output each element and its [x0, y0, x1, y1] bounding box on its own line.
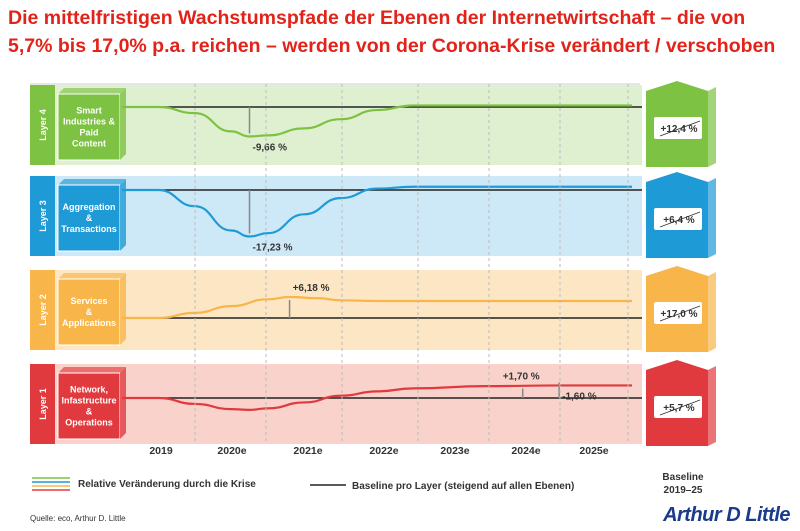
- x-tick-2020e: 2020e: [217, 445, 246, 457]
- second-label-4: +1,70 %: [503, 371, 540, 382]
- layer-box-top-1: [58, 88, 126, 94]
- layer-box-side-1: [120, 88, 126, 160]
- layer-tag-label-1: Layer 4: [38, 109, 48, 141]
- layer-box-line-2-2: &: [86, 213, 93, 223]
- layer-tag-strip-4: [30, 364, 55, 444]
- layer-box-side-3: [120, 273, 126, 345]
- baseline-badge-side-3: [708, 272, 716, 352]
- layer-box-line-1-4: Content: [72, 139, 106, 149]
- layer-box-line-3-1: Services: [70, 296, 107, 306]
- growth-arrow-1: [659, 120, 701, 137]
- layer-box-line-3-3: Applications: [62, 318, 116, 328]
- layer-box-top-2: [58, 179, 126, 185]
- peak-label-1: -9,66 %: [253, 142, 288, 153]
- baseline-growth-3: +17,0 %: [661, 309, 698, 320]
- x-tick-2019: 2019: [149, 445, 173, 457]
- layer-box-4: [57, 372, 121, 440]
- layer-band-1: [30, 85, 642, 165]
- deviation-curve-1: [122, 104, 632, 138]
- x-tick-2022e: 2022e: [369, 445, 398, 457]
- chart-title: Die mittelfristigen Wachstumspfade der E…: [8, 4, 798, 60]
- layer-box-line-4-3: &: [86, 407, 93, 417]
- layer-box-3: [57, 278, 121, 346]
- growth-arrow-2: [659, 211, 701, 228]
- legend-baseline: Baseline pro Layer (steigend auf allen E…: [352, 481, 574, 492]
- baseline-badge-side-2: [708, 178, 716, 258]
- layer-box-line-4-4: Operations: [65, 418, 113, 428]
- baseline-period-label-2: 2019–25: [664, 485, 703, 496]
- baseline-badge-side-1: [708, 87, 716, 167]
- layer-tag-strip-2: [30, 176, 55, 256]
- growth-arrow-4: [659, 399, 701, 416]
- layer-box-line-2-1: Aggregation: [63, 202, 116, 212]
- source-note: Quelle: eco, Arthur D. Little: [30, 514, 126, 523]
- layer-box-top-4: [58, 367, 126, 373]
- baseline-badge-side-4: [708, 366, 716, 446]
- peak-label-3: +6,18 %: [293, 283, 330, 294]
- layer-box-line-1-2: Industries &: [63, 117, 116, 127]
- layer-tag-label-3: Layer 2: [38, 294, 48, 326]
- baseline-period-label-1: Baseline: [662, 472, 704, 483]
- layer-tag-label-2: Layer 3: [38, 200, 48, 232]
- x-tick-2024e: 2024e: [511, 445, 540, 457]
- growth-arrow-3: [659, 305, 701, 322]
- layer-tag-label-4: Layer 1: [38, 388, 48, 420]
- title-line-1: Die mittelfristigen Wachstumspfade der E…: [8, 7, 746, 29]
- layer-box-line-4-2: Infastructure: [61, 396, 116, 406]
- title-line-2: 5,7% bis 17,0% p.a. reichen – werden von…: [8, 35, 776, 57]
- layer-box-top-3: [58, 273, 126, 279]
- brand-logo: Arthur D Little: [663, 504, 790, 526]
- layer-box-side-4: [120, 367, 126, 439]
- layer-box-line-1-1: Smart: [76, 106, 102, 116]
- layer-box-line-2-3: Transactions: [61, 224, 117, 234]
- layer-box-line-1-3: Paid: [79, 128, 98, 138]
- layer-band-4: [30, 364, 642, 444]
- baseline-growth-1: +12,4 %: [661, 124, 698, 135]
- x-tick-2021e: 2021e: [293, 445, 322, 457]
- layer-box-line-3-2: &: [86, 307, 93, 317]
- layer-band-3: [30, 270, 642, 350]
- layer-tag-strip-3: [30, 270, 55, 350]
- legend-relative-change: Relative Veränderung durch die Krise: [78, 479, 256, 490]
- layer-box-2: [57, 184, 121, 252]
- layer-box-side-2: [120, 179, 126, 251]
- layer-box-line-4-1: Network,: [70, 385, 108, 395]
- x-tick-2023e: 2023e: [440, 445, 469, 457]
- peak-label-4: -1,60 %: [562, 391, 597, 402]
- baseline-growth-2: +6,4 %: [663, 215, 695, 226]
- peak-label-2: -17,23 %: [253, 243, 293, 254]
- x-tick-2025e: 2025e: [579, 445, 608, 457]
- baseline-growth-4: +5,7 %: [663, 403, 695, 414]
- layer-tag-strip-1: [30, 85, 55, 165]
